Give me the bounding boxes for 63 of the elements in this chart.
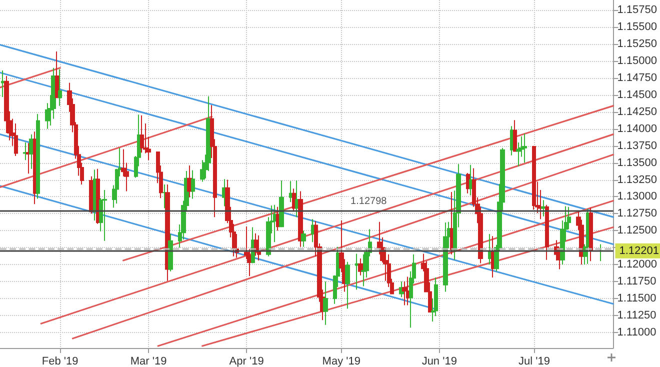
candlestick — [406, 276, 410, 306]
y-tick-label: 1.11750 — [617, 276, 656, 288]
candlestick — [140, 114, 144, 154]
y-tick-label: 1.15750 — [617, 4, 658, 16]
candlestick — [279, 180, 284, 228]
candlestick — [450, 191, 454, 255]
x-tick-label: Feb '19 — [42, 356, 78, 367]
y-tick-label: 1.13500 — [617, 156, 658, 169]
candlestick — [358, 258, 363, 276]
ref-line-label: 1.12201 — [619, 244, 660, 257]
y-tick-label: 1.13000 — [617, 190, 658, 203]
y-tick-label: 1.14250 — [617, 106, 658, 118]
candlestick — [162, 184, 167, 209]
candlestick — [1, 70, 5, 98]
candlestick — [29, 134, 34, 170]
candlestick — [36, 113, 40, 200]
candlestick — [532, 145, 536, 210]
candlestick — [191, 170, 195, 200]
candlestick — [187, 165, 192, 198]
y-tick-label: 1.12000 — [617, 258, 658, 271]
y-tick-label: 1.12500 — [617, 224, 658, 237]
candlestick — [355, 253, 359, 290]
candlestick — [323, 281, 328, 326]
ref-line-label: 1.12798 — [350, 196, 388, 207]
candlestick — [58, 68, 62, 106]
y-tick-label: 1.12750 — [617, 208, 658, 220]
y-tick-label: 1.14000 — [617, 122, 658, 135]
candlestick — [301, 230, 306, 248]
candlestick — [257, 234, 261, 261]
candlestick — [311, 218, 315, 243]
y-tick-label: 1.14750 — [617, 72, 658, 84]
candlestick — [361, 254, 366, 287]
y-tick-label: 1.14500 — [617, 88, 658, 101]
candlestick — [402, 281, 407, 306]
candlestick — [273, 204, 277, 243]
candlestick — [345, 261, 350, 310]
y-tick-label: 1.15000 — [617, 55, 658, 68]
candlestick — [589, 207, 593, 262]
x-tick-label: Apr '19 — [229, 356, 264, 367]
y-tick-label: 1.13750 — [617, 140, 658, 152]
y-tick-label: 1.13250 — [617, 174, 658, 186]
candlestick — [522, 133, 527, 164]
x-tick-label: May '19 — [322, 356, 360, 367]
candlestick — [545, 204, 549, 260]
candlestick — [168, 234, 173, 272]
candlestick — [295, 180, 299, 218]
candlestick — [541, 200, 546, 217]
candlestick — [488, 234, 492, 266]
y-tick-label: 1.11250 — [617, 309, 656, 322]
y-tick-label: 1.15250 — [617, 38, 658, 50]
x-tick-label: Mar '19 — [130, 356, 167, 367]
candlestick — [55, 51, 59, 98]
candlestick — [102, 189, 107, 242]
candlestick — [14, 122, 18, 157]
y-tick-label: 1.11000 — [617, 326, 656, 338]
candlestick — [289, 180, 293, 203]
x-tick-label: Jun '19 — [422, 356, 457, 367]
x-tick-label: Jul '19 — [518, 356, 550, 367]
candlestick — [469, 164, 473, 196]
candlestick — [513, 120, 517, 152]
y-tick-label: 1.11500 — [617, 292, 656, 304]
candlestick — [443, 222, 448, 292]
y-tick-label: 1.15500 — [617, 21, 658, 34]
